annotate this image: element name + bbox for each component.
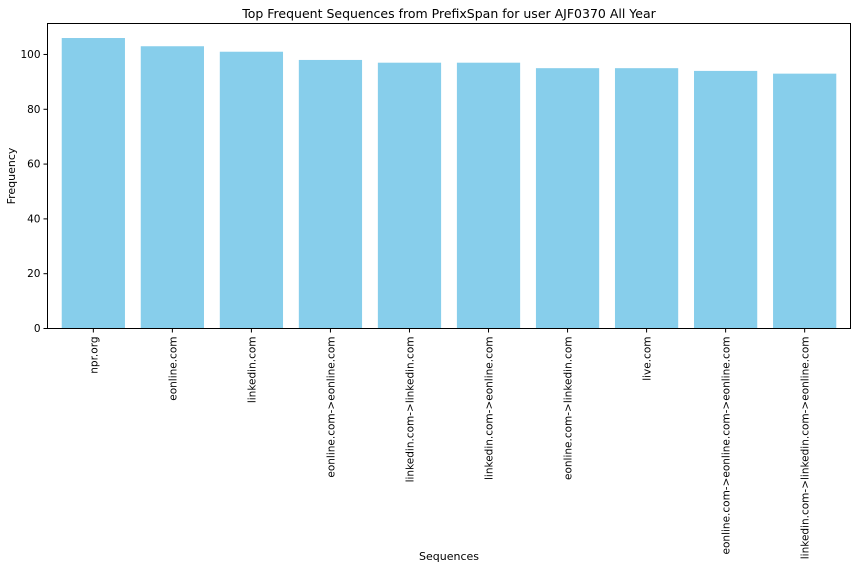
chart-title: Top Frequent Sequences from PrefixSpan f… bbox=[241, 6, 656, 21]
bar-3 bbox=[298, 59, 363, 329]
y-axis-label: Frequency bbox=[5, 147, 18, 204]
x-tick-label-0: npr.org bbox=[88, 337, 100, 374]
y-tick-label-0: 0 bbox=[34, 323, 41, 335]
bars-group bbox=[61, 38, 837, 329]
plot-frame bbox=[47, 23, 851, 329]
y-tick-label-1: 20 bbox=[27, 268, 40, 280]
x-tick-label-1: eonline.com bbox=[167, 337, 179, 401]
bar-2 bbox=[219, 51, 284, 329]
x-tick-label-2: linkedin.com bbox=[246, 337, 258, 404]
x-axis-label: Sequences bbox=[419, 550, 479, 563]
bar-5 bbox=[456, 62, 521, 329]
y-tick-label-3: 60 bbox=[27, 159, 40, 171]
bar-9 bbox=[773, 73, 837, 329]
x-tick-label-9: linkedin.com->linkedin.com->eonline.com bbox=[800, 337, 812, 560]
x-tick-label-4: linkedin.com->linkedin.com bbox=[404, 337, 416, 483]
y-tick-label-5: 100 bbox=[20, 49, 40, 61]
bar-4 bbox=[377, 62, 442, 329]
x-tick-label-8: eonline.com->eonline.com->eonline.com bbox=[721, 337, 733, 555]
bar-7 bbox=[614, 68, 679, 329]
x-axis-ticks: npr.org eonline.com linkedin.com eonline.co… bbox=[88, 328, 812, 560]
bar-0 bbox=[61, 38, 125, 329]
x-tick-label-3: eonline.com->eonline.com bbox=[325, 337, 337, 478]
y-tick-label-4: 80 bbox=[27, 104, 40, 116]
bar-6 bbox=[535, 68, 600, 329]
x-tick-label-7: live.com bbox=[642, 337, 654, 381]
bar-8 bbox=[694, 70, 758, 329]
bar-1 bbox=[140, 46, 204, 329]
x-tick-label-6: eonline.com->linkedin.com bbox=[563, 337, 575, 481]
y-tick-label-2: 40 bbox=[27, 213, 40, 225]
x-tick-label-5: linkedin.com->eonline.com bbox=[484, 336, 496, 480]
y-axis-ticks: 0 20 40 60 80 100 bbox=[20, 49, 48, 335]
